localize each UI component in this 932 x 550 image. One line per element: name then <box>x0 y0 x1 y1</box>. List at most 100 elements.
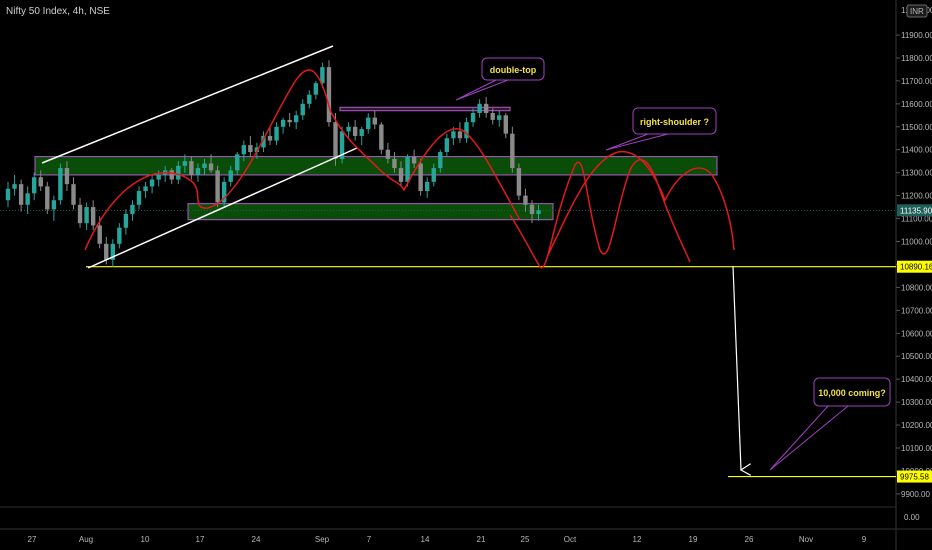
candle-body <box>123 213 129 228</box>
price-tag-label: 9975.58 <box>900 473 929 482</box>
currency-badge <box>906 4 928 18</box>
y-tick-label: 11100.00 <box>901 215 932 224</box>
candle-body <box>359 129 364 136</box>
candle-body <box>444 138 450 153</box>
callout-box <box>481 57 545 81</box>
x-tick-label: Aug <box>79 535 93 544</box>
x-tick-label: 19 <box>689 535 698 544</box>
candle-body <box>5 188 11 201</box>
y-tick-label: 9900.00 <box>901 490 930 499</box>
candle-body <box>529 204 535 214</box>
x-tick-label: 12 <box>633 535 642 544</box>
candle-body <box>51 200 57 210</box>
candle-body <box>398 168 404 182</box>
candle-body <box>25 193 30 205</box>
candle-body <box>300 103 305 116</box>
candle-body <box>228 170 233 182</box>
candle-body <box>405 156 410 182</box>
x-tick-label: Oct <box>564 535 577 544</box>
candle-body <box>84 207 89 224</box>
candle-body <box>418 163 423 192</box>
candle-body <box>38 177 43 187</box>
candle-body <box>215 170 220 203</box>
candle-body <box>202 163 207 169</box>
price-tag-label: 10890.16 <box>900 263 932 272</box>
candle-body <box>451 131 456 139</box>
candle-body <box>372 117 377 125</box>
annotations-layer: double-top right-shoulder ? 10,000 coming? <box>455 57 891 471</box>
candle-body <box>248 145 253 153</box>
price-path-curve <box>84 69 521 251</box>
channel-lower-line <box>87 147 358 269</box>
candle-body <box>195 168 201 175</box>
candle-body <box>497 115 502 120</box>
y-tick-label: 10400.00 <box>901 375 932 384</box>
candle-body <box>431 168 436 182</box>
y-tick-label: 10300.00 <box>901 398 932 407</box>
candle-body <box>169 170 174 180</box>
candle-body <box>385 149 391 159</box>
candle-body <box>71 184 76 205</box>
candle-body <box>516 168 522 196</box>
x-tick-label: Nov <box>799 535 813 544</box>
candle-body <box>208 163 214 171</box>
price-tag <box>897 260 932 273</box>
x-tick-label: 27 <box>28 535 37 544</box>
candle-body <box>346 126 351 132</box>
y-tick-label: 11000.00 <box>901 238 932 247</box>
x-tick-label: Sep <box>315 535 330 544</box>
price-axis[interactable]: 11900.00 11800.00 11700.00 11600.00 11500.00… <box>896 4 932 522</box>
zone-rect <box>187 203 554 221</box>
candle-body <box>130 204 135 214</box>
candle-body <box>117 227 122 244</box>
candle-body <box>287 119 292 123</box>
y-tick-label: 11900.00 <box>901 31 932 40</box>
levels-layer <box>0 209 896 478</box>
candle-body <box>457 131 463 139</box>
callout-text: 10,000 coming? <box>818 388 886 398</box>
y-tick-label: 10500.00 <box>901 352 932 361</box>
callout-tail <box>455 79 509 101</box>
candle-body <box>438 152 443 169</box>
candle-body <box>221 181 227 203</box>
candles-layer <box>5 60 541 267</box>
target-arrow <box>732 265 741 470</box>
time-axis[interactable]: 27 Aug 10 17 24 Sep 7 14 21 25 Oct 12 19 26 Nov 9 <box>28 535 867 544</box>
candle-body <box>274 126 279 141</box>
candle-body <box>313 83 319 95</box>
price-tag <box>897 204 932 217</box>
price-tag-label: 11135.90 <box>900 206 932 215</box>
y-tick-label: 10800.00 <box>901 283 932 292</box>
callout-box <box>632 107 717 135</box>
candle-body <box>333 122 338 159</box>
x-tick-label: 10 <box>141 535 150 544</box>
volume-axis-label: 0.00 <box>904 513 920 522</box>
y-tick-label: 10200.00 <box>901 421 932 430</box>
y-tick-label: 11300.00 <box>901 169 932 178</box>
candle-body <box>77 204 83 224</box>
candle-body <box>64 168 70 185</box>
candle-body <box>326 67 332 123</box>
candle-body <box>261 135 266 148</box>
candle-body <box>536 210 541 214</box>
candle-body <box>280 119 286 127</box>
candle-body <box>45 186 50 210</box>
candle-body <box>464 122 469 139</box>
candle-body <box>294 115 299 123</box>
callout-box <box>813 377 891 407</box>
callout-tail <box>769 405 849 471</box>
candle-body <box>90 207 96 226</box>
candle-body <box>477 103 482 114</box>
drawings-layer <box>41 45 741 470</box>
candle-body <box>503 115 508 134</box>
candle-body <box>307 94 312 104</box>
candle-body <box>156 174 161 180</box>
candle-body <box>425 181 430 192</box>
candle-body <box>490 113 495 120</box>
candle-body <box>149 179 155 187</box>
candle-body <box>320 67 325 84</box>
y-tick-label: 11500.00 <box>901 123 932 132</box>
y-tick-label: 10700.00 <box>901 306 932 315</box>
